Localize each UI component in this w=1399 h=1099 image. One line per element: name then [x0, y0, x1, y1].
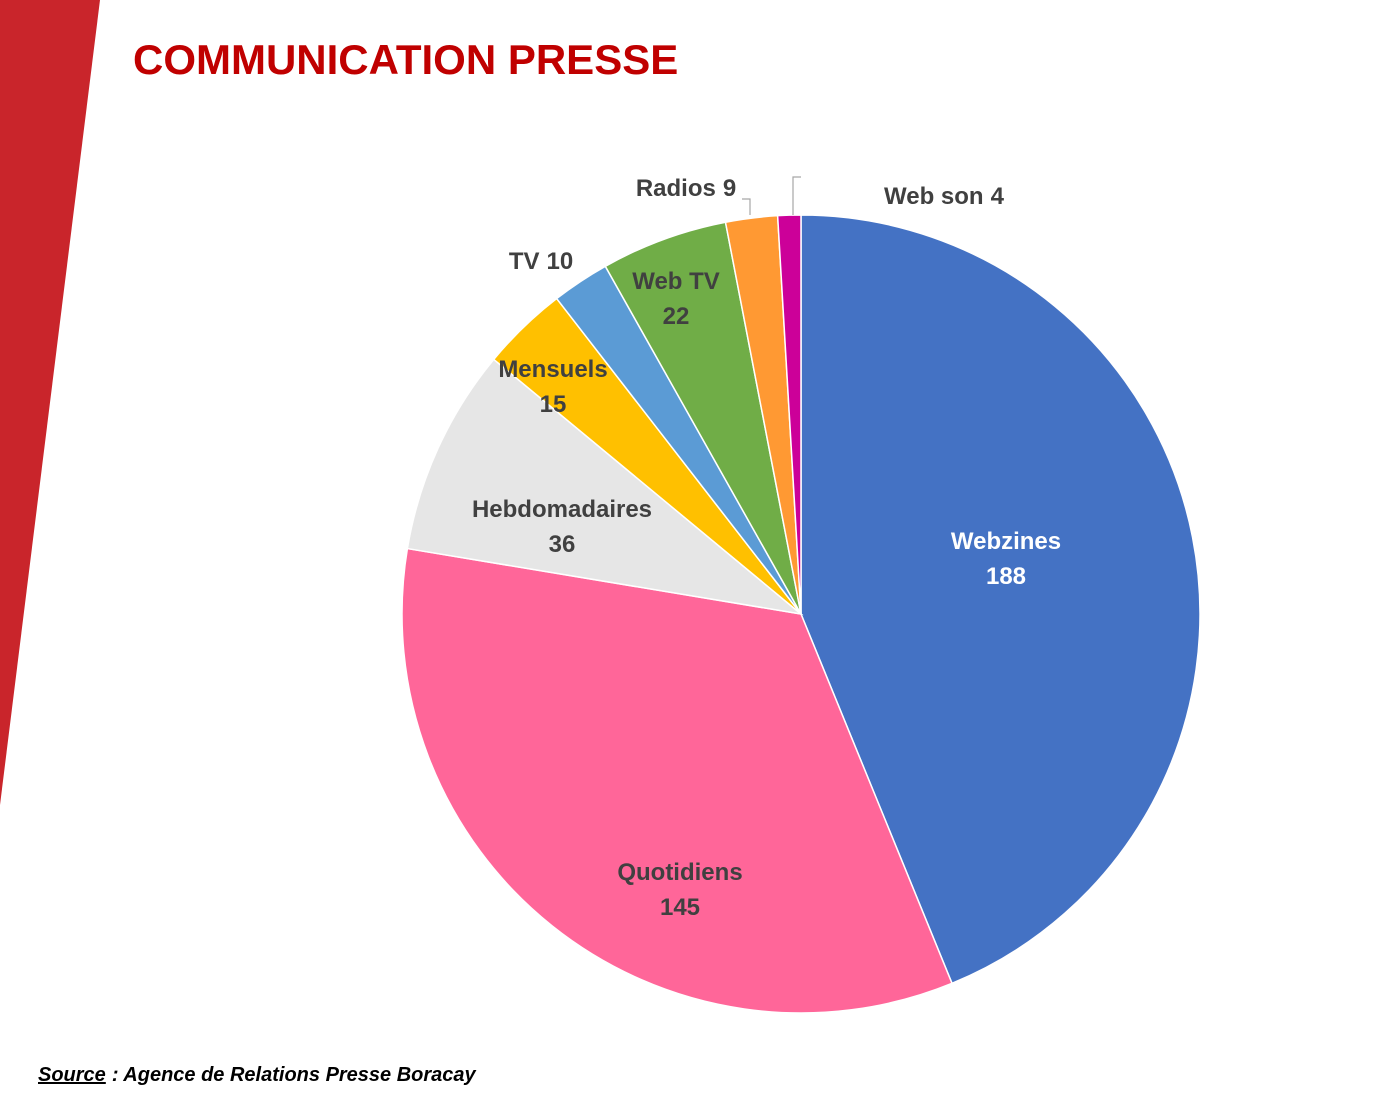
- data-label: Quotidiens 145: [617, 859, 742, 921]
- label-category: Quotidiens: [617, 859, 742, 886]
- label-category: TV: [509, 248, 540, 275]
- source-label: Source: [38, 1064, 106, 1086]
- data-label: TV 10: [509, 248, 573, 275]
- data-label: Webzines 188: [951, 528, 1061, 590]
- data-label: Radios 9: [636, 175, 736, 202]
- accent-shape: [0, 0, 100, 805]
- source-note: Source : Agence de Relations Presse Borac…: [38, 1064, 477, 1086]
- label-category: Webzines: [951, 528, 1061, 555]
- label-value: 188: [986, 563, 1026, 590]
- leader-line: [742, 198, 751, 215]
- label-value: 145: [660, 894, 700, 921]
- pie-slice: [406, 358, 804, 616]
- label-value: 4: [991, 183, 1005, 210]
- label-category: Hebdomadaires: [472, 496, 652, 523]
- data-label: Hebdomadaires 36: [472, 496, 652, 558]
- data-label: Mensuels 15: [498, 356, 607, 418]
- data-label: Web TV 22: [632, 268, 720, 330]
- data-labels: Webzines 188 Quotidiens 145 Hebdomadaires 36 M…: [472, 175, 1061, 921]
- label-category: Radios: [636, 175, 716, 202]
- label-value: 15: [540, 391, 567, 418]
- label-value: 9: [723, 175, 736, 202]
- data-label: Web son 4: [884, 183, 1005, 210]
- label-category: Mensuels: [498, 356, 607, 383]
- label-category: Web son: [884, 183, 984, 210]
- pie-slice: [401, 547, 953, 1014]
- label-value: 22: [663, 303, 690, 330]
- source-text: : Agence de Relations Presse Boracay: [112, 1064, 477, 1086]
- pie: [401, 214, 1201, 1014]
- leader-line: [792, 176, 801, 215]
- pie-slice: [776, 214, 802, 615]
- label-value: 10: [546, 248, 573, 275]
- label-category: Web TV: [632, 268, 720, 295]
- chart-title: COMMUNICATION PRESSE: [133, 36, 678, 83]
- label-value: 36: [549, 531, 576, 558]
- pie-slice: [800, 214, 1201, 985]
